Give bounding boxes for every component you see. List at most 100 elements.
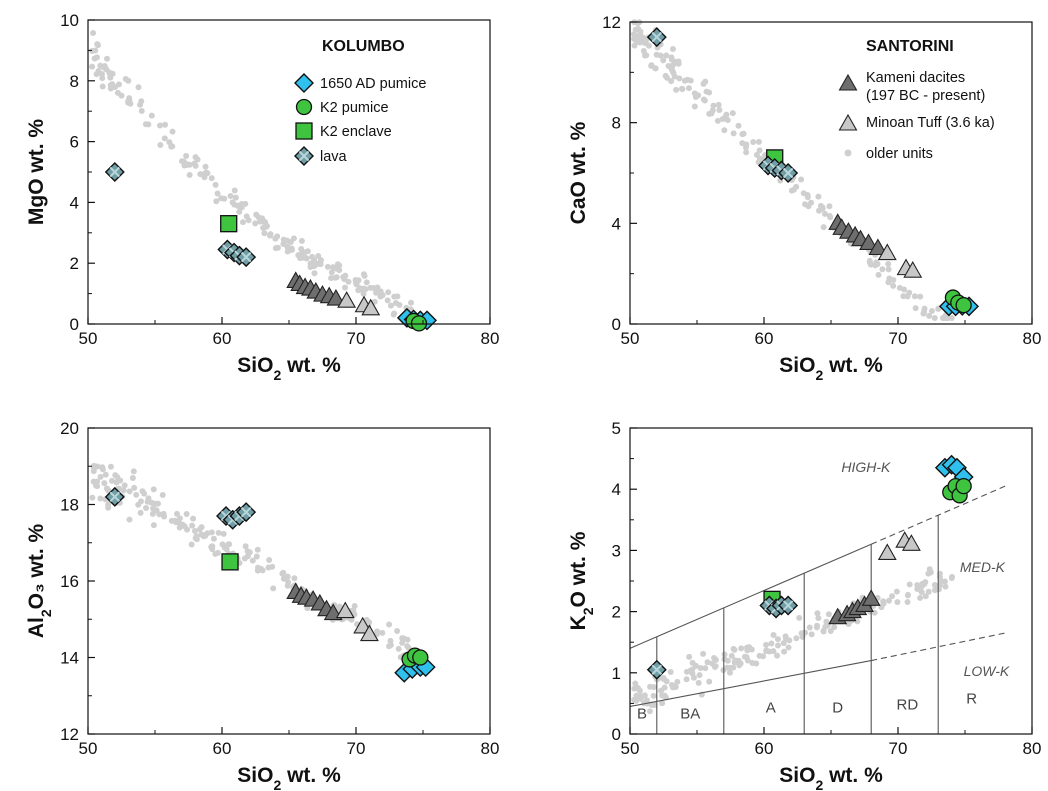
older-unit-point <box>925 570 932 577</box>
older-unit-point <box>798 176 805 183</box>
older-unit-point <box>117 477 124 484</box>
older-unit-point <box>189 522 196 529</box>
older-unit-point <box>209 543 216 550</box>
older-unit-point <box>396 302 403 309</box>
older-unit-point <box>706 678 713 685</box>
older-unit-point <box>701 97 708 104</box>
older-unit-point <box>249 557 256 564</box>
older-unit-point <box>668 54 675 61</box>
older-unit-point <box>116 81 123 88</box>
high-k-boundary <box>629 543 872 649</box>
legend-entry: Kameni dacites <box>866 70 965 86</box>
older-unit-point <box>749 659 756 666</box>
older-unit-point <box>831 624 838 631</box>
older-unit-point <box>391 293 398 300</box>
older-unit-point <box>662 72 669 79</box>
x-tick-label: 70 <box>889 739 908 758</box>
older-unit-point <box>287 238 294 245</box>
older-unit-point <box>203 169 210 176</box>
chart-panel-4: B BA A D RD R HIGH-K MED-K LOW-K 50 60 70 80 0 1 2 3 4 5 Si… <box>567 419 1041 791</box>
lava-point <box>236 502 257 523</box>
older-unit-point <box>367 284 374 291</box>
older-unit-point <box>948 574 955 581</box>
older-unit-point <box>739 131 746 138</box>
lava-point <box>778 595 799 616</box>
older-unit-point <box>935 305 942 312</box>
older-unit-point <box>774 652 781 659</box>
older-unit-point <box>885 279 892 286</box>
rock-zone-label: D <box>832 700 843 717</box>
older-unit-point <box>918 589 925 596</box>
older-unit-point <box>284 582 291 589</box>
older-unit-point <box>97 495 104 502</box>
older-unit-point <box>735 122 742 129</box>
older-unit-point <box>785 644 792 651</box>
field-label: MED-K <box>960 559 1006 575</box>
older-unit-point <box>348 616 355 623</box>
older-unit-point <box>730 130 737 137</box>
older-unit-point <box>715 101 722 108</box>
chart-panel-1: 50 60 70 80 0 2 4 6 8 10 SiO2 wt. % MgO wt. % KOLUMB… <box>25 11 499 383</box>
legend-k2-pumice-symbol <box>295 98 313 116</box>
older-unit-point <box>373 289 380 296</box>
older-unit-point <box>804 194 811 201</box>
older-unit-point <box>328 275 335 282</box>
older-unit-point <box>270 585 277 592</box>
older-unit-point <box>183 152 190 159</box>
older-unit-point <box>236 208 243 215</box>
older-unit-point <box>867 261 874 268</box>
older-unit-point <box>731 646 738 653</box>
older-unit-point <box>774 642 781 649</box>
older-unit-point <box>679 86 686 93</box>
legend-title: KOLUMBO <box>322 38 405 55</box>
older-unit-point <box>272 245 279 252</box>
older-unit-point <box>126 516 133 523</box>
older-unit-point <box>176 515 183 522</box>
older-unit-point <box>684 76 691 83</box>
older-unit-point <box>212 550 219 557</box>
older-unit-point <box>631 696 638 703</box>
older-unit-point <box>920 310 927 317</box>
older-unit-point <box>108 477 115 484</box>
lava-marker-hatch <box>109 491 121 503</box>
older-unit-point <box>404 636 411 643</box>
y-axis-label: K2O wt. % <box>567 531 596 630</box>
older-unit-point <box>692 93 699 100</box>
older-unit-point <box>219 541 226 548</box>
x-tick-label: 80 <box>1023 739 1042 758</box>
older-unit-point <box>253 211 260 218</box>
legend-older-units-symbol <box>844 149 852 157</box>
y-axis-label: MgO wt. % <box>25 119 48 225</box>
older-unit-point <box>315 253 322 260</box>
older-unit-point <box>944 314 951 321</box>
legend-lava-symbol <box>294 146 314 166</box>
older-unit-point <box>700 650 707 657</box>
older-unit-point <box>186 172 193 179</box>
older-unit-point <box>885 260 892 267</box>
older-unit-point <box>719 116 726 123</box>
older-unit-point <box>660 674 667 681</box>
older-unit-point <box>137 509 144 516</box>
older-unit-point <box>390 311 397 318</box>
older-unit-point <box>385 289 392 296</box>
k2-enclave-point <box>221 553 239 571</box>
older-unit-point <box>257 218 264 225</box>
older-unit-point <box>399 639 406 646</box>
older-unit-point <box>691 103 698 110</box>
older-unit-point <box>743 149 750 156</box>
older-unit-point <box>135 84 142 91</box>
older-unit-point <box>738 645 745 652</box>
older-unit-point <box>94 463 101 470</box>
older-unit-point <box>663 52 670 59</box>
y-axis-label: CaO wt. % <box>567 121 590 224</box>
older-unit-point <box>885 597 892 604</box>
older-unit-point <box>928 308 935 315</box>
older-unit-point <box>669 45 676 52</box>
y-tick-label: 20 <box>60 419 79 438</box>
older-unit-point <box>726 669 733 676</box>
older-unit-point <box>932 587 939 594</box>
x-axis-label: SiO2 wt. % <box>779 354 883 383</box>
santorini-legend: SANTORINI Kameni dacites (197 BC - present… <box>838 38 995 162</box>
older-unit-point <box>906 289 913 296</box>
older-unit-point <box>926 312 933 319</box>
